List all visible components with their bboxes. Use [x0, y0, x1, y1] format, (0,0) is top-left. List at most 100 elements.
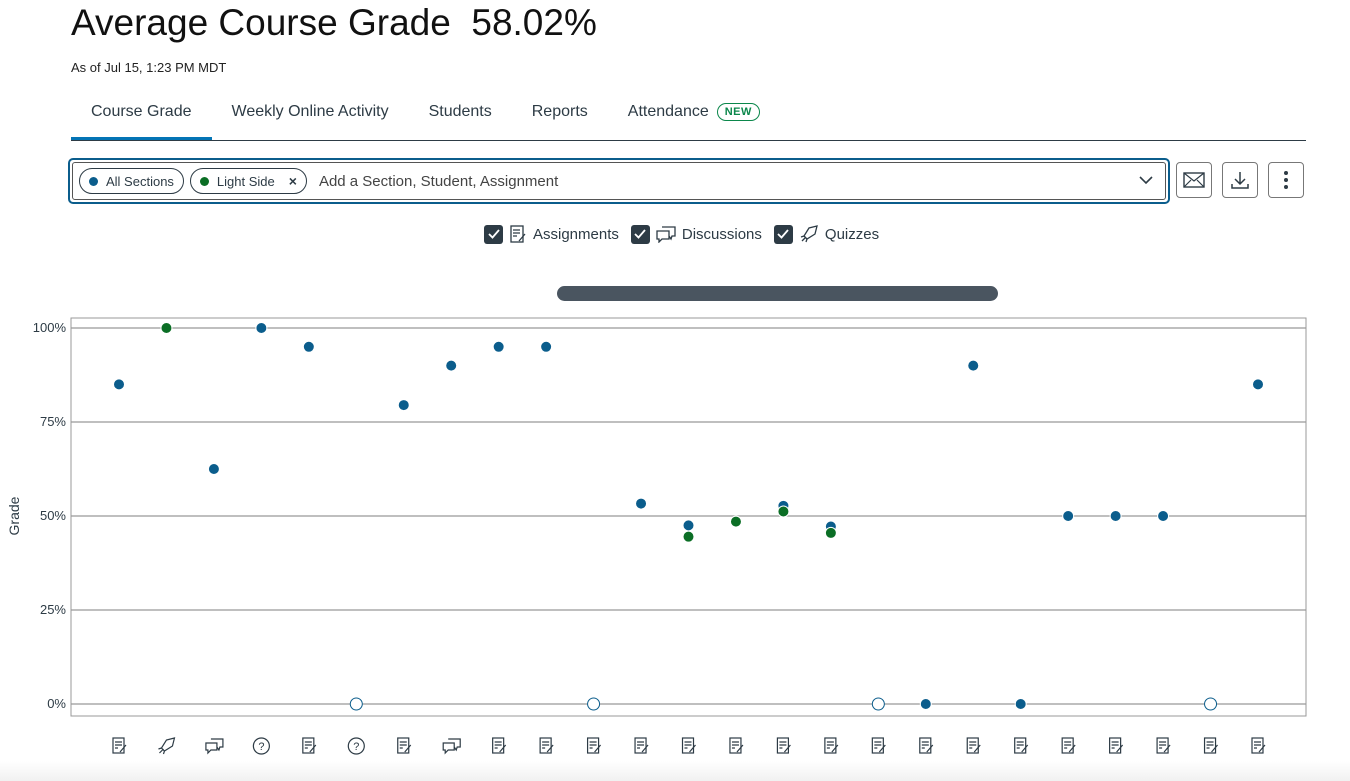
- assignment-icon[interactable]: [966, 737, 981, 754]
- assignment-icon[interactable]: [112, 737, 127, 754]
- data-point-all-sections[interactable]: [635, 497, 648, 510]
- more-options-button[interactable]: [1268, 162, 1304, 198]
- svg-text:?: ?: [258, 741, 264, 753]
- y-tick-label: 100%: [33, 320, 67, 335]
- tab-students[interactable]: Students: [428, 103, 492, 120]
- as-of-timestamp: As of Jul 15, 1:23 PM MDT: [71, 60, 227, 75]
- y-axis-label: Grade: [6, 496, 22, 535]
- assignment-icon[interactable]: [1061, 737, 1076, 754]
- data-point-all-sections[interactable]: [871, 697, 885, 711]
- data-point-all-sections[interactable]: [1204, 697, 1218, 711]
- remove-pill-icon[interactable]: ×: [288, 173, 297, 189]
- pill-light-side[interactable]: Light Side ×: [189, 168, 307, 194]
- assignments-checkbox[interactable]: Assignments: [484, 224, 619, 244]
- pill-label: All Sections: [106, 173, 174, 189]
- assignment-icon[interactable]: [1203, 737, 1218, 754]
- data-point-all-sections[interactable]: [919, 698, 932, 710]
- data-point-all-sections[interactable]: [302, 340, 315, 353]
- assignment-icon[interactable]: [1156, 737, 1171, 754]
- assignment-icon[interactable]: [919, 737, 934, 754]
- unknown-icon[interactable]: ?: [252, 737, 270, 755]
- assignment-icon[interactable]: [539, 737, 554, 754]
- mail-icon: [1183, 172, 1205, 188]
- checkmark-icon: [484, 224, 503, 244]
- assignment-icon[interactable]: [729, 737, 744, 754]
- quiz-icon[interactable]: [158, 737, 176, 755]
- data-point-all-sections[interactable]: [397, 399, 410, 412]
- grade-scatter-chart: 0% 25% 50% 75% 100% Grade??: [6, 317, 1307, 755]
- assignment-icon[interactable]: [634, 737, 649, 754]
- data-point-all-sections[interactable]: [1252, 378, 1264, 391]
- checkmark-icon: [773, 224, 793, 244]
- pill-label: Light Side: [216, 173, 275, 189]
- filter-input[interactable]: Add a Section, Student, Assignment: [318, 172, 559, 190]
- content-type-filters: Assignments Discussions Quizzes: [484, 224, 891, 244]
- checkbox-label: Discussions: [681, 225, 762, 243]
- tab-label: Attendance: [627, 103, 709, 120]
- pill-all-sections[interactable]: All Sections: [79, 168, 184, 194]
- assignment-icon: [510, 225, 526, 243]
- more-icon: [1284, 171, 1288, 189]
- data-point-light-side[interactable]: [682, 530, 695, 543]
- assignment-icon[interactable]: [397, 737, 412, 754]
- average-grade: 58.02%: [471, 2, 597, 43]
- data-point-light-side[interactable]: [824, 526, 837, 539]
- y-tick-label: 50%: [40, 508, 66, 523]
- checkmark-icon: [630, 224, 650, 244]
- assignment-icon[interactable]: [492, 737, 507, 754]
- data-point-light-side[interactable]: [777, 505, 790, 518]
- y-tick-label: 25%: [40, 602, 66, 617]
- section-dot-icon: [199, 176, 209, 186]
- assignment-icon[interactable]: [824, 737, 839, 754]
- discussion-icon[interactable]: [205, 738, 224, 755]
- data-point-all-sections[interactable]: [492, 340, 505, 353]
- new-badge: NEW: [716, 103, 760, 121]
- tab-weekly-online-activity[interactable]: Weekly Online Activity: [231, 103, 389, 120]
- data-point-all-sections[interactable]: [1109, 510, 1122, 522]
- chevron-down-icon[interactable]: [1138, 172, 1154, 188]
- data-point-all-sections[interactable]: [967, 359, 980, 372]
- plot-frame: [70, 317, 1307, 717]
- data-point-all-sections[interactable]: [682, 519, 695, 532]
- unknown-icon[interactable]: ?: [347, 737, 365, 755]
- message-students-button[interactable]: [1176, 162, 1212, 198]
- data-point-all-sections[interactable]: [113, 378, 125, 391]
- y-tick-label: 75%: [40, 414, 66, 429]
- tab-reports[interactable]: Reports: [531, 103, 588, 120]
- data-point-all-sections[interactable]: [445, 359, 458, 372]
- data-point-all-sections[interactable]: [540, 340, 553, 353]
- data-point-all-sections[interactable]: [1062, 510, 1075, 522]
- quizzes-checkbox[interactable]: Quizzes: [773, 224, 880, 244]
- assignment-icon[interactable]: [1014, 737, 1029, 754]
- data-point-all-sections[interactable]: [1014, 698, 1027, 710]
- tab-course-grade[interactable]: Course Grade: [71, 96, 212, 140]
- page-title: Average Course Grade 58.02%: [71, 2, 597, 43]
- discussion-icon: [656, 226, 676, 243]
- assignment-icon[interactable]: [1251, 737, 1266, 754]
- chart-scrollbar[interactable]: [557, 286, 998, 301]
- data-point-light-side[interactable]: [729, 515, 742, 528]
- assignment-icon[interactable]: [776, 737, 791, 754]
- discussion-icon[interactable]: [442, 738, 461, 755]
- data-point-all-sections[interactable]: [1157, 510, 1170, 522]
- assignment-icon[interactable]: [1109, 737, 1124, 754]
- assignment-icon[interactable]: [586, 737, 602, 754]
- discussions-checkbox[interactable]: Discussions: [630, 224, 762, 244]
- tab-attendance[interactable]: Attendance NEW: [608, 96, 780, 139]
- quiz-icon: [800, 225, 818, 243]
- data-point-all-sections[interactable]: [349, 697, 363, 711]
- assignment-icon[interactable]: [871, 737, 886, 754]
- filter-combobox[interactable]: All Sections Light Side × Add a Section, …: [68, 158, 1170, 204]
- checkbox-label: Quizzes: [824, 225, 880, 243]
- data-point-all-sections[interactable]: [255, 322, 268, 334]
- svg-text:?: ?: [353, 741, 359, 753]
- data-point-light-side[interactable]: [160, 322, 173, 334]
- data-point-all-sections[interactable]: [207, 463, 220, 475]
- assignment-icon[interactable]: [302, 737, 317, 754]
- section-dot-icon: [89, 176, 98, 186]
- assignment-icon[interactable]: [681, 737, 696, 754]
- download-button[interactable]: [1222, 162, 1258, 198]
- data-point-all-sections[interactable]: [587, 697, 601, 711]
- footer-fade: [0, 761, 1350, 781]
- download-icon: [1231, 172, 1249, 189]
